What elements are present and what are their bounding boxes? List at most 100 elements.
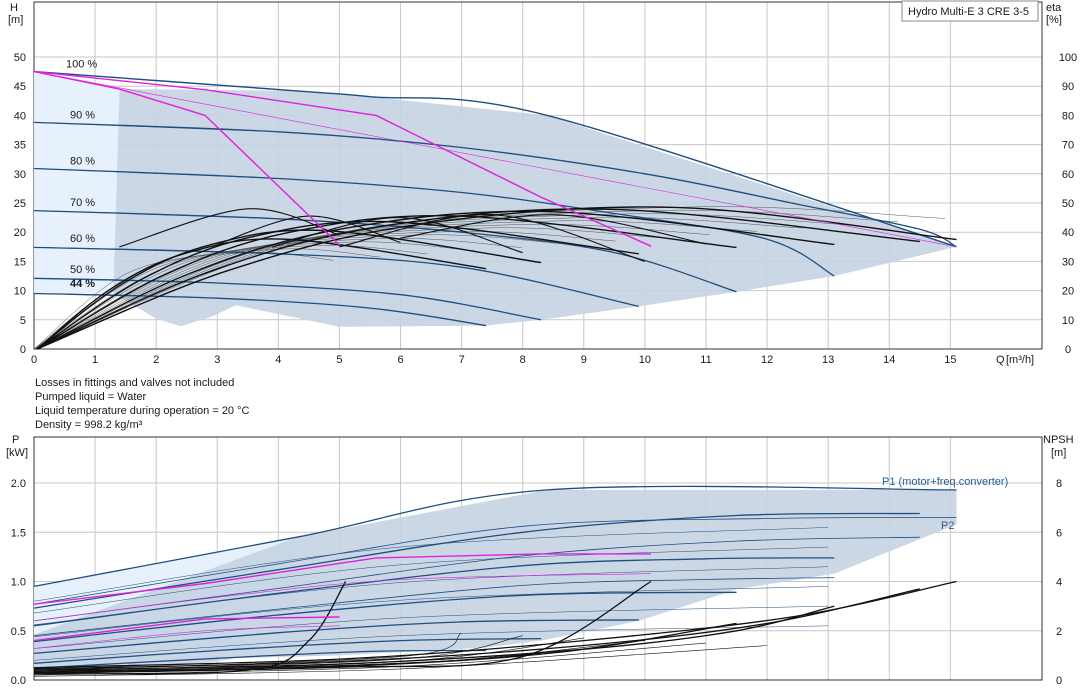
- x-tick-label: 12: [761, 354, 773, 366]
- power-thin-line: [33, 546, 829, 614]
- x-tick-label: 14: [883, 354, 895, 366]
- npsh-curve: [33, 588, 920, 670]
- x-tick-label: 2: [153, 354, 159, 366]
- y2-tick-label: 0: [1065, 344, 1071, 356]
- x-tick-label: 10: [639, 354, 651, 366]
- operating-envelope: [34, 489, 957, 668]
- eta-axis-unit: [%]: [1046, 14, 1062, 26]
- x-tick-label: 0: [31, 354, 37, 366]
- x-tick-label: 6: [397, 354, 403, 366]
- head-curve-thin: [33, 247, 279, 255]
- power-thin-line: [33, 566, 829, 626]
- model-box: [901, 0, 1039, 22]
- y-tick-label: 1.0: [11, 577, 26, 589]
- note-liquid: Pumped liquid = Water: [35, 391, 147, 403]
- duty-p2-curve-low: [33, 625, 340, 649]
- plot-frame: [33, 436, 1043, 681]
- npsh-axis-unit: [m]: [1051, 447, 1066, 459]
- p1-curve: [33, 512, 920, 609]
- y2-tick-label: 0: [1056, 675, 1062, 687]
- y-tick-label: 40: [14, 110, 26, 122]
- y2-tick-label: 30: [1062, 256, 1074, 268]
- speed-label: 50 %: [70, 264, 95, 276]
- speed-label: 90 %: [70, 109, 95, 121]
- head-axis-label: H: [10, 2, 18, 14]
- duty-power-curve-low: [33, 616, 340, 642]
- y2-tick-label: 10: [1062, 315, 1074, 327]
- head-curve: [33, 209, 737, 293]
- y2-tick-label: 6: [1056, 527, 1062, 539]
- power-thin-line: [33, 605, 829, 649]
- y2-tick-label: 40: [1062, 227, 1074, 239]
- model-name: Hydro Multi-E 3 CRE 3-5: [908, 6, 1029, 18]
- speed-label: 60 %: [70, 233, 95, 245]
- y2-tick-label: 2: [1056, 626, 1062, 638]
- x-tick-label: 7: [459, 354, 465, 366]
- p2-curve: [33, 517, 957, 605]
- note-temperature: Liquid temperature during operation = 20…: [35, 405, 250, 417]
- x-tick-label: 8: [520, 354, 526, 366]
- head-curve: [33, 277, 542, 321]
- y-tick-label: 0.5: [11, 626, 26, 638]
- y-tick-label: 0: [20, 344, 26, 356]
- head-curve-thin: [33, 278, 218, 284]
- head-efficiency-plot: 0 1 2 3 4 5 6 7 8 9 10 11 12 13 14 15051015202530354045…: [14, 1, 1077, 366]
- head-curve: [33, 167, 835, 277]
- head-curve: [33, 246, 639, 308]
- x-tick-label: 1: [92, 354, 98, 366]
- efficiency-curve: [36, 220, 639, 350]
- x-tick-label: 11: [700, 354, 711, 366]
- y-tick-label: 2.0: [11, 478, 26, 490]
- x-tick-label: 9: [581, 354, 587, 366]
- duty-power-curve: [33, 553, 651, 605]
- head-axis-unit: [m]: [8, 14, 23, 26]
- y2-tick-label: 20: [1062, 286, 1074, 298]
- x-tick-label: 13: [822, 354, 834, 366]
- p1-curve: [33, 649, 487, 669]
- efficiency-arc: [272, 217, 523, 254]
- y-tick-label: 15: [14, 256, 26, 268]
- duty-system-line: [33, 71, 957, 248]
- y-tick-label: 50: [14, 52, 26, 64]
- head-curve-thin: [33, 71, 297, 92]
- efficiency-curve: [36, 238, 487, 350]
- y2-tick-label: 90: [1062, 81, 1074, 93]
- flow-axis-label: Q: [996, 354, 1005, 366]
- y2-tick-label: 4: [1056, 577, 1062, 589]
- p1-curve: [33, 591, 737, 643]
- speed-label: 80 %: [70, 155, 95, 167]
- duty-p2-curve: [33, 573, 652, 622]
- speed-label: 100 %: [66, 59, 97, 71]
- efficiency-thin-line: [33, 227, 663, 350]
- flow-axis-unit: [m³/h]: [1006, 354, 1034, 366]
- npsh-thin-line: [33, 640, 645, 675]
- operating-envelope: [113, 89, 957, 327]
- y-tick-label: 35: [14, 140, 26, 152]
- head-curve-thin: [33, 168, 279, 179]
- duty-head-curve: [33, 70, 652, 247]
- y2-tick-label: 80: [1062, 110, 1074, 122]
- head-curve-thin: [33, 210, 279, 220]
- efficiency-arc: [119, 208, 340, 248]
- y2-tick-label: 50: [1062, 198, 1074, 210]
- head-curve: [33, 121, 957, 248]
- efficiency-curve: [36, 210, 835, 350]
- npsh-thin-line: [33, 637, 584, 673]
- power-axis-unit: [kW]: [6, 447, 28, 459]
- duty-head-curve-low: [33, 70, 340, 246]
- y2-tick-label: 70: [1062, 140, 1074, 152]
- p1-curve: [33, 619, 639, 655]
- p2-series-label: P2: [941, 520, 954, 532]
- npsh-thin-line: [33, 632, 462, 671]
- note-density: Density = 998.2 kg/m³: [35, 419, 143, 431]
- efficiency-arc: [339, 214, 646, 262]
- power-axis-label: P: [12, 434, 19, 446]
- power-thin-line: [33, 527, 829, 602]
- note-losses: Losses in fittings and valves not includ…: [35, 377, 234, 389]
- power-npsh-plot: 0.0 0.5 1.0 1.5 2.0 0 2 4 6 8: [11, 436, 1062, 687]
- y2-tick-label: 60: [1062, 169, 1074, 181]
- x-tick-label: 4: [275, 354, 281, 366]
- p2-curve: [33, 536, 920, 622]
- efficiency-curve: [36, 214, 737, 350]
